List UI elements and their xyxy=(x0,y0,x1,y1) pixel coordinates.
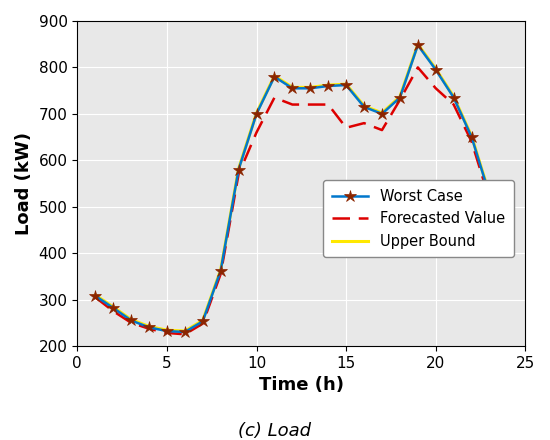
Legend: Worst Case, Forecasted Value, Upper Bound: Worst Case, Forecasted Value, Upper Boun… xyxy=(323,180,514,257)
Y-axis label: Load (kW): Load (kW) xyxy=(15,132,33,235)
Text: (c) Load: (c) Load xyxy=(239,422,311,440)
X-axis label: Time (h): Time (h) xyxy=(259,376,344,394)
